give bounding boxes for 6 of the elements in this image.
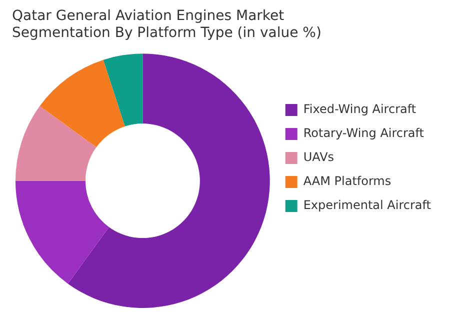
legend-label: Experimental Aircraft — [303, 198, 432, 212]
legend-label: Rotary-Wing Aircraft — [303, 126, 424, 140]
chart-title: Qatar General Aviation Engines Market Segmentation By Platform Type (in value %) — [12, 8, 322, 41]
legend-label: AAM Platforms — [303, 174, 392, 188]
legend-label: Fixed-Wing Aircraft — [303, 102, 416, 116]
legend-label: UAVs — [303, 150, 334, 164]
